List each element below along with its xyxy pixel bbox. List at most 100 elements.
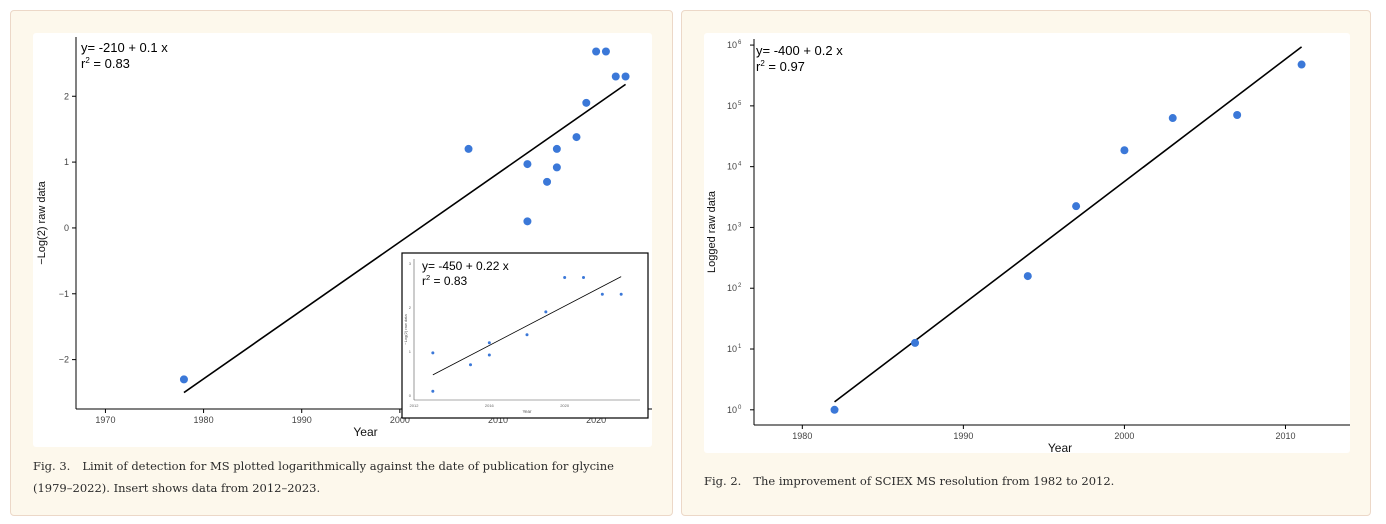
data-point: [601, 47, 610, 56]
y-tick-base: 10: [727, 405, 737, 415]
data-point: [552, 144, 561, 153]
regression-equation: y= -400 + 0.2 x: [756, 43, 843, 58]
y-tick-base: 10: [727, 222, 737, 232]
data-point: [592, 47, 601, 56]
y-tick-label: −1: [59, 289, 69, 299]
inset-data-point: [619, 292, 623, 296]
data-point: [464, 144, 473, 153]
y-tick-exponent: 4: [738, 162, 742, 168]
data-point: [1072, 202, 1081, 211]
x-tick-label: 1990: [292, 415, 312, 425]
data-point: [1168, 114, 1177, 123]
data-point: [1233, 110, 1242, 119]
inset-x-tick-label: 2020: [560, 403, 570, 408]
data-point: [830, 405, 839, 414]
y-tick-label: 1: [64, 157, 69, 167]
y-tick-exponent: 2: [738, 283, 742, 289]
y-tick-label: 10: [727, 283, 737, 293]
data-point: [1023, 272, 1032, 281]
r2-superscript: 2: [760, 59, 765, 68]
inset-regression-equation: y= -450 + 0.22 x: [422, 259, 509, 273]
y-axis-title: Logged raw data: [706, 190, 718, 273]
y-tick-label: 10: [727, 222, 737, 232]
y-tick-exponent: 3: [738, 222, 742, 228]
x-tick-label: 1990: [953, 431, 973, 441]
data-point: [179, 375, 188, 384]
data-point: [543, 177, 552, 186]
inset-data-point: [431, 389, 435, 393]
data-point: [572, 133, 581, 142]
inset-y-axis-title: −Log(2) raw data: [403, 314, 408, 345]
x-axis-title: Year: [1048, 441, 1072, 453]
y-tick-exponent: 5: [738, 101, 742, 107]
data-point: [911, 338, 920, 347]
figure-3-label: Fig. 3.: [33, 459, 71, 473]
figure-2-label: Fig. 2.: [704, 474, 742, 488]
y-tick-base: 10: [727, 40, 737, 50]
r-squared-label: r2 = 0.83: [81, 56, 130, 71]
r2-r: r: [81, 56, 86, 71]
x-tick-label: 1970: [95, 415, 115, 425]
inset-data-point: [487, 341, 491, 345]
x-tick-label: 1980: [792, 431, 812, 441]
x-tick-label: 1980: [194, 415, 214, 425]
x-tick-label: 2010: [1275, 431, 1295, 441]
inset-chart: 2012 2016 2020 0 1 2 3 Year −Log(2) raw data y= -…: [401, 252, 649, 419]
inset-y-tick-label: 1: [409, 349, 412, 354]
x-tick-label: 2000: [1114, 431, 1134, 441]
y-tick-base: 10: [727, 344, 737, 354]
figure-2-caption-text: The improvement of SCIEX MS resolution f…: [753, 474, 1115, 488]
inset-r-squared-label: r2 = 0.83: [422, 273, 468, 288]
y-tick-base: 10: [727, 283, 737, 293]
y-tick-label: 10: [727, 101, 737, 111]
data-point: [523, 160, 532, 169]
y-tick-base: 10: [727, 101, 737, 111]
y-tick-label: 2: [64, 91, 69, 101]
data-point: [1297, 60, 1306, 69]
y-tick-label: 10: [727, 405, 737, 415]
x-tick-label: 2020: [586, 415, 606, 425]
r2-r: r: [756, 59, 761, 74]
figure-3-panel: 1970 1980 1990 2000 2010 2020 −2 −1 0 1 2 Year −Log(…: [10, 10, 673, 516]
inset-y-tick-label: 0: [409, 393, 412, 398]
regression-equation: y= -210 + 0.1 x: [81, 40, 168, 55]
inset-fit-line: [432, 276, 622, 376]
inset-data-point: [600, 292, 604, 296]
data-point: [552, 163, 561, 172]
inset-data-point: [469, 363, 472, 367]
data-point: [621, 72, 630, 81]
x-axis-title: Year: [353, 425, 377, 439]
y-axis-title: −Log(2) raw data: [36, 180, 48, 264]
inset-frame: [401, 252, 649, 419]
figure-2-caption: Fig. 2. The improvement of SCIEX MS resol…: [704, 470, 1344, 492]
y-tick-exponent: 6: [738, 40, 742, 46]
y-tick-label: −2: [59, 355, 69, 365]
data-point: [1120, 146, 1129, 155]
inset-r2-value: = 0.83: [430, 274, 467, 288]
figure-3-caption-text: Limit of detection for MS plotted logari…: [33, 459, 614, 495]
inset-y-tick-label: 3: [409, 261, 412, 266]
fit-line: [183, 83, 627, 394]
inset-data-point: [582, 276, 585, 280]
r-squared-label: r2 = 0.97: [756, 59, 805, 74]
inset-x-axis-title: Year: [522, 409, 532, 414]
r2-superscript: 2: [85, 56, 90, 65]
x-tick-label: 2000: [390, 415, 410, 425]
inset-data-point: [431, 351, 435, 355]
inset-data-point: [563, 276, 567, 280]
y-tick-label: 10: [727, 162, 737, 172]
figure-2-plot-card: 1980 1990 2000 2010 10 0 10 1 10 2 10 3 10 4 10 5 10 6 Yea…: [704, 33, 1350, 453]
inset-x-tick-label: 2016: [485, 403, 495, 408]
inset-x-tick-label: 2012: [410, 403, 420, 408]
y-tick-exponent: 1: [738, 344, 742, 350]
inset-data-point: [487, 353, 491, 357]
figure-3-plot-card: 1970 1980 1990 2000 2010 2020 −2 −1 0 1 2 Year −Log(…: [33, 33, 652, 447]
y-tick-label: 10: [727, 40, 737, 50]
figure-3-chart: 1970 1980 1990 2000 2010 2020 −2 −1 0 1 2 Year −Log(…: [36, 37, 652, 439]
y-tick-exponent: 0: [738, 405, 742, 411]
inset-r2-superscript: 2: [426, 273, 430, 282]
x-tick-label: 2010: [488, 415, 508, 425]
data-point: [611, 72, 620, 81]
y-tick-label: 0: [64, 223, 69, 233]
